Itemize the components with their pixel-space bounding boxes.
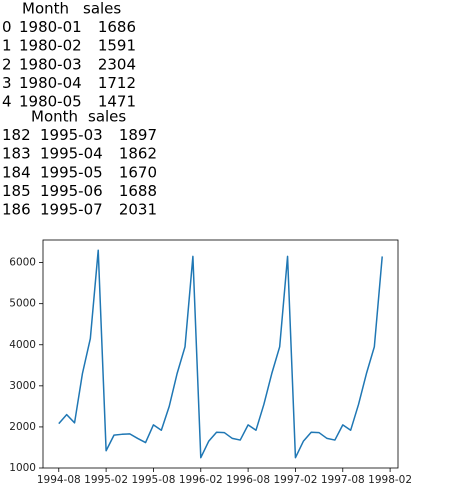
sales-cell: 1862 bbox=[119, 145, 157, 163]
x-tick-label: 1996-08 bbox=[226, 474, 270, 486]
sales-cell: 1591 bbox=[98, 37, 136, 55]
month-cell: 1995-07 bbox=[40, 201, 103, 219]
sales-cell: 2304 bbox=[98, 55, 136, 73]
column-header: Month bbox=[22, 0, 69, 18]
row-index: 185 bbox=[2, 182, 31, 200]
plot-frame bbox=[42, 239, 399, 469]
sales-cell: 1471 bbox=[98, 93, 136, 111]
x-tick-label: 1997-08 bbox=[321, 474, 365, 486]
y-tick-label: 4000 bbox=[9, 339, 36, 351]
column-header: sales bbox=[88, 108, 126, 126]
sales-cell: 1686 bbox=[98, 18, 136, 36]
x-tick-label: 1996-02 bbox=[179, 474, 223, 486]
month-cell: 1995-04 bbox=[40, 145, 103, 163]
row-index: 182 bbox=[2, 126, 31, 144]
column-header: sales bbox=[83, 0, 121, 18]
x-tick-label: 1997-02 bbox=[274, 474, 318, 486]
month-cell: 1995-05 bbox=[40, 163, 103, 181]
month-cell: 1980-03 bbox=[19, 55, 82, 73]
sales-cell: 1688 bbox=[119, 182, 157, 200]
row-index: 186 bbox=[2, 201, 31, 219]
month-cell: 1980-02 bbox=[19, 37, 82, 55]
sales-cell: 1670 bbox=[119, 163, 157, 181]
sales-cell: 1712 bbox=[98, 74, 136, 92]
y-tick-label: 5000 bbox=[9, 298, 36, 310]
row-index: 1 bbox=[2, 37, 12, 55]
y-tick-label: 6000 bbox=[9, 257, 36, 269]
column-header: Month bbox=[31, 108, 78, 126]
row-index: 0 bbox=[2, 18, 12, 36]
row-index: 183 bbox=[2, 145, 31, 163]
x-tick-label: 1995-02 bbox=[84, 474, 128, 486]
month-cell: 1980-05 bbox=[19, 93, 82, 111]
x-tick-label: 1995-08 bbox=[132, 474, 176, 486]
x-tick-label: 1998-02 bbox=[368, 474, 412, 486]
month-cell: 1980-01 bbox=[19, 18, 82, 36]
sales-line bbox=[58, 249, 383, 459]
x-tick-label: 1994-08 bbox=[37, 474, 81, 486]
sales-cell: 2031 bbox=[119, 201, 157, 219]
y-tick-label: 3000 bbox=[9, 380, 36, 392]
row-index: 2 bbox=[2, 55, 12, 73]
row-index: 4 bbox=[2, 93, 12, 111]
y-tick-label: 2000 bbox=[9, 421, 36, 433]
row-index: 184 bbox=[2, 163, 31, 181]
sales-cell: 1897 bbox=[119, 126, 157, 144]
month-cell: 1995-06 bbox=[40, 182, 103, 200]
month-cell: 1980-04 bbox=[19, 74, 82, 92]
month-cell: 1995-03 bbox=[40, 126, 103, 144]
row-index: 3 bbox=[2, 74, 12, 92]
y-tick-label: 1000 bbox=[9, 462, 36, 474]
